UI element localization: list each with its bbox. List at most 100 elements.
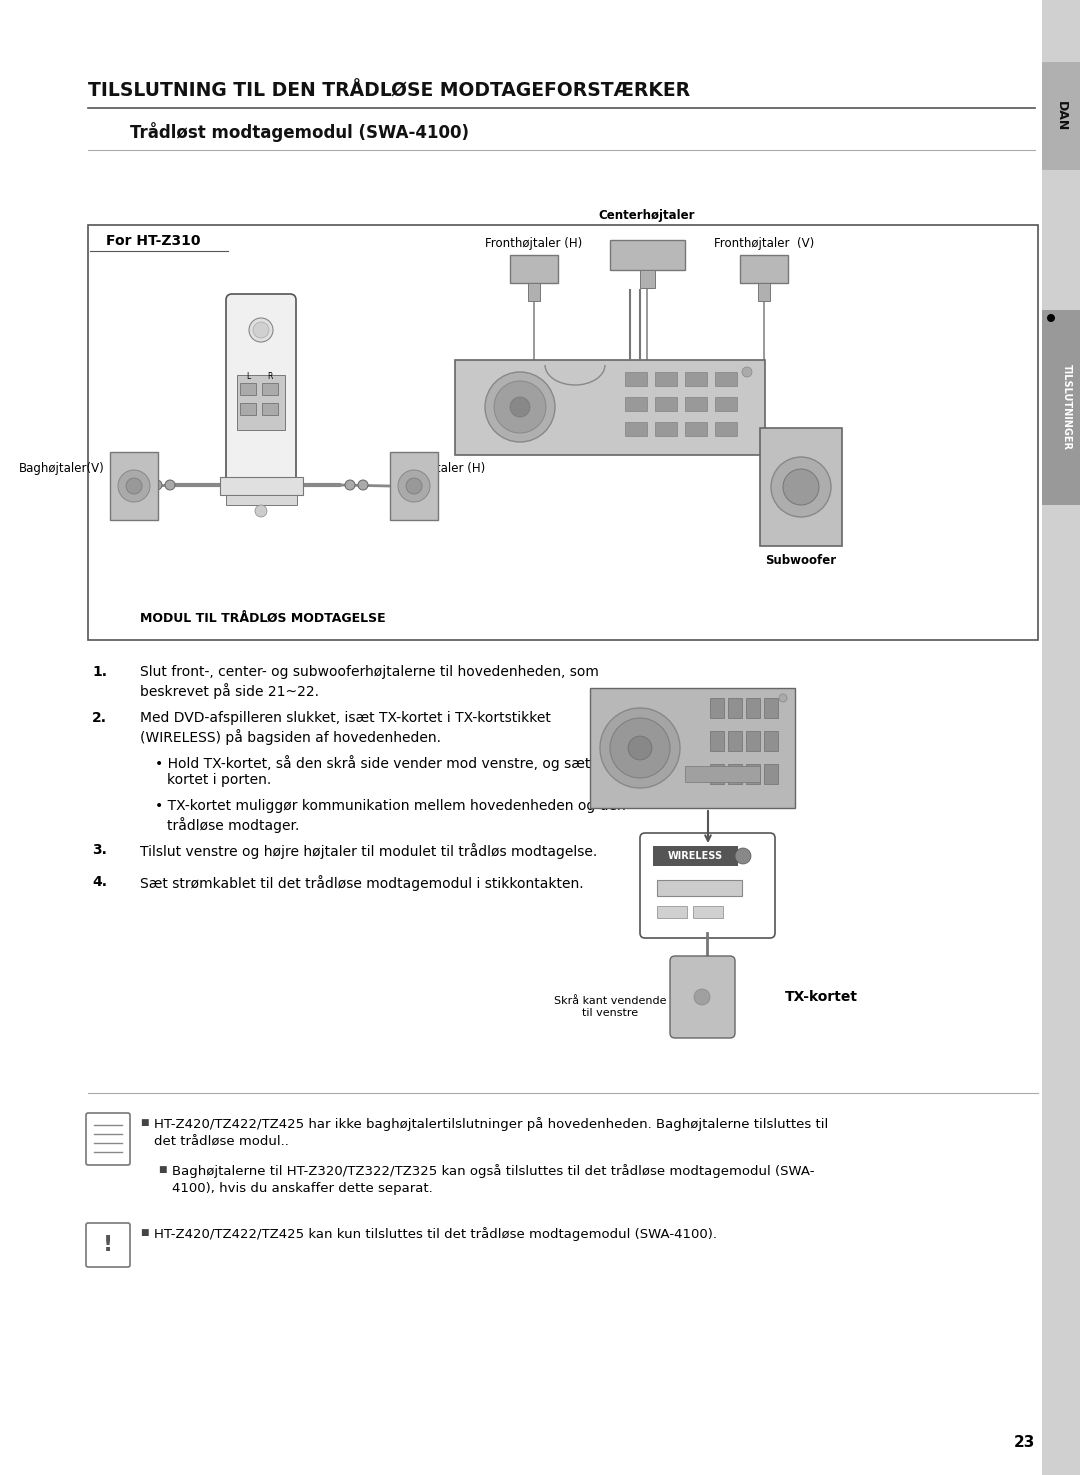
Bar [262,384,278,395]
Text: • Hold TX-kortet, så den skrå side vender mod venstre, og sæt: • Hold TX-kortet, så den skrå side vende… [156,755,591,771]
Bar [758,283,770,301]
Bar [685,422,707,437]
Bar [390,451,438,521]
Text: Fronthøjtaler  (V): Fronthøjtaler (V) [714,237,814,249]
Bar [764,732,778,751]
Text: 3.: 3. [92,844,107,857]
Text: Baghøjtalerne til HT-Z320/TZ322/TZ325 kan også tilsluttes til det trådløse modta: Baghøjtalerne til HT-Z320/TZ322/TZ325 ka… [172,1164,814,1195]
Bar [1042,62,1080,170]
Bar [728,764,742,785]
Bar [746,732,760,751]
Text: trådløse modtager.: trådløse modtager. [167,817,299,833]
Bar [237,375,285,431]
Text: TILSLUTNING TIL DEN TRÅDLØSE MODTAGEFORSTÆRKER: TILSLUTNING TIL DEN TRÅDLØSE MODTAGEFORS… [87,83,690,100]
Bar [710,732,724,751]
Circle shape [771,457,831,518]
Circle shape [165,479,175,490]
Bar [715,422,737,437]
Text: Sæt strømkablet til det trådløse modtagemodul i stikkontakten.: Sæt strømkablet til det trådløse modtage… [140,875,583,891]
Circle shape [255,504,267,518]
Text: TILSLUTNINGER: TILSLUTNINGER [1062,364,1072,450]
Circle shape [494,381,546,434]
FancyBboxPatch shape [86,1114,130,1165]
Text: 2.: 2. [92,711,107,726]
Text: Skrå kant vendende
til venstre: Skrå kant vendende til venstre [554,996,666,1018]
Circle shape [406,478,422,494]
Circle shape [627,736,652,760]
Bar [760,428,842,546]
Bar [746,764,760,785]
Text: ■: ■ [158,1165,166,1174]
Bar [685,372,707,386]
Text: Trådløst modtagemodul (SWA-4100): Trådløst modtagemodul (SWA-4100) [130,122,469,142]
Text: Slut front-, center- og subwooferhøjtalerne til hovedenheden, som: Slut front-, center- og subwooferhøjtale… [140,665,599,678]
Circle shape [399,471,430,502]
Bar [657,906,687,917]
Bar [764,764,778,785]
Bar [625,422,647,437]
Bar [110,451,158,521]
Bar [728,698,742,718]
Bar [240,384,256,395]
Text: 4.: 4. [92,875,107,889]
FancyBboxPatch shape [86,1223,130,1267]
Text: 23: 23 [1014,1435,1035,1450]
Circle shape [783,469,819,504]
Circle shape [735,848,751,864]
Bar [640,270,654,288]
Circle shape [357,479,368,490]
Text: ■: ■ [140,1229,149,1238]
Bar [653,847,738,866]
Bar [1042,0,1080,1475]
Circle shape [345,479,355,490]
Text: R: R [268,372,272,381]
Bar [590,687,795,808]
Bar [226,496,297,504]
Text: For HT-Z310: For HT-Z310 [106,235,201,248]
Text: • TX-kortet muliggør kommunikation mellem hovedenheden og den: • TX-kortet muliggør kommunikation melle… [156,799,625,813]
Bar [610,240,685,270]
Text: Baghøjtaler (H): Baghøjtaler (H) [395,462,485,475]
Bar [685,766,760,782]
Bar [220,476,303,496]
FancyBboxPatch shape [640,833,775,938]
Bar [740,255,788,283]
Bar [625,372,647,386]
Bar [657,881,742,895]
Bar [746,698,760,718]
Circle shape [694,990,710,1004]
Text: Med DVD-afspilleren slukket, isæt TX-kortet i TX-kortstikket: Med DVD-afspilleren slukket, isæt TX-kor… [140,711,551,726]
FancyBboxPatch shape [670,956,735,1038]
Text: Fronthøjtaler (H): Fronthøjtaler (H) [485,237,582,249]
Text: WIRELESS: WIRELESS [667,851,723,861]
Circle shape [152,479,162,490]
Bar [654,397,677,412]
Bar [685,397,707,412]
Bar [1042,310,1080,504]
Circle shape [253,322,269,338]
Text: Subwoofer: Subwoofer [766,555,837,566]
Text: (WIRELESS) på bagsiden af hovedenheden.: (WIRELESS) på bagsiden af hovedenheden. [140,729,441,745]
Bar [510,255,558,283]
Text: L: L [246,372,251,381]
Bar [654,422,677,437]
Text: DAN: DAN [1054,100,1067,131]
Text: beskrevet på side 21~22.: beskrevet på side 21~22. [140,683,319,699]
Text: TX-kortet: TX-kortet [785,990,858,1004]
Bar [654,372,677,386]
Bar [87,226,1038,640]
Circle shape [610,718,670,777]
Text: MODUL TIL TRÅDLØS MODTAGELSE: MODUL TIL TRÅDLØS MODTAGELSE [140,612,386,624]
Circle shape [118,471,150,502]
Circle shape [1047,314,1055,322]
Bar [715,397,737,412]
Circle shape [600,708,680,788]
Bar [693,906,723,917]
Bar [240,403,256,414]
Bar [710,764,724,785]
Circle shape [249,319,273,342]
Text: Centerhøjtaler: Centerhøjtaler [598,209,696,223]
Bar [262,403,278,414]
Bar [764,698,778,718]
Circle shape [510,397,530,417]
